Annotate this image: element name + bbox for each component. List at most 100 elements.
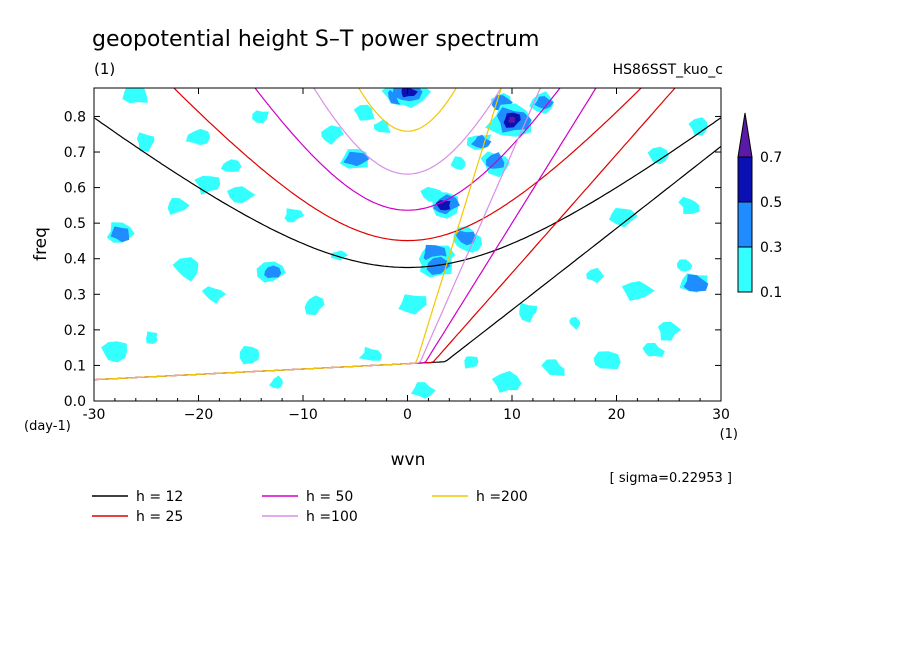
contour-blob [471, 134, 492, 149]
curve-12-ig [94, 117, 721, 269]
x-tick-label: −10 [288, 407, 318, 423]
y-tick-label: 0.4 [64, 252, 86, 268]
contour-blob [491, 370, 522, 393]
y-unit-label: (day-1) [24, 419, 71, 434]
y-tick-label: 0.7 [64, 145, 86, 161]
contour-blob [353, 104, 375, 121]
x-tick-label: 0 [403, 407, 412, 423]
contour-blob [569, 316, 581, 330]
contour-blob [683, 274, 709, 292]
contour-blob [185, 128, 211, 146]
curve-25-ig [173, 88, 642, 242]
contour-blob [450, 156, 466, 171]
y-tick-label: 0.1 [64, 358, 86, 374]
contour-blob [678, 196, 700, 214]
curve-legend: h = 12 h = 25 h = 50 h =100 h =200 [92, 489, 528, 525]
sigma-note: [ sigma=0.22953 ] [610, 471, 732, 486]
x-tick-label: 10 [503, 407, 521, 423]
contour-blob [284, 208, 305, 223]
y-axis-label: freq [31, 227, 51, 261]
curve-25-kelvin [94, 88, 676, 381]
contour-blob [136, 132, 155, 152]
contour-blob [110, 226, 130, 243]
curve-100-kelvin [94, 88, 541, 381]
contour-blob [688, 117, 708, 136]
contour-fill-layer [101, 88, 709, 399]
legend-label: h = 12 [136, 489, 183, 505]
x-tick-label: -30 [83, 407, 106, 423]
contour-blob [657, 321, 682, 341]
y-tick-label: 0.8 [64, 109, 86, 125]
contour-blob [101, 341, 128, 363]
legend-label: h = 50 [306, 489, 353, 505]
contour-blob [220, 159, 242, 172]
contour-blob [264, 265, 282, 279]
colorbar: 0.1 0.3 0.5 0.7 [737, 112, 782, 301]
y-tick-label: 0.6 [64, 181, 86, 197]
contour-blob [145, 331, 158, 344]
contour-blob [201, 286, 227, 304]
curve-50-kelvin [94, 88, 597, 381]
y-tick-label: 0.2 [64, 323, 86, 339]
contour-blob [252, 110, 269, 124]
contour-blob [593, 351, 621, 370]
contour-blob [411, 382, 436, 399]
chart-subtitle-left: (1) [94, 60, 115, 78]
contour-blob [647, 146, 669, 165]
contour-blob [373, 119, 391, 133]
contour-blob [401, 88, 418, 98]
legend-label: h =200 [476, 489, 528, 505]
colorbar-label: 0.1 [760, 285, 782, 301]
x-tick-label: 30 [712, 407, 730, 423]
chart-subtitle-right: HS86SST_kuo_c [613, 62, 723, 78]
x-tick-label: −20 [184, 407, 214, 423]
contour-blob [172, 257, 199, 282]
contour-blob [269, 375, 283, 389]
legend-label: h = 25 [136, 509, 183, 525]
contour-blob [330, 250, 349, 261]
curve-50-ig [254, 88, 561, 211]
x-unit-label: (1) [720, 427, 738, 442]
x-axis: -30 −20 −10 0 10 20 30 [83, 88, 730, 423]
contour-blob [507, 116, 516, 123]
contour-blob [621, 281, 655, 301]
colorbar-arrow [737, 112, 753, 158]
legend-label: h =100 [306, 509, 358, 525]
colorbar-label: 0.5 [760, 195, 782, 211]
contour-blob [609, 208, 638, 228]
colorbar-label: 0.3 [760, 240, 782, 256]
contour-blob [343, 151, 370, 167]
colorbar-box [737, 246, 753, 293]
contour-blob [676, 259, 693, 272]
contour-blob [642, 343, 665, 358]
contour-blob [398, 294, 427, 315]
curve-100-ig [313, 88, 502, 175]
contour-blob [541, 359, 565, 376]
curve-200-kelvin [94, 88, 502, 381]
contour-blob [122, 88, 148, 104]
contour-blob [227, 186, 256, 204]
curve-200-ig [358, 88, 457, 132]
colorbar-box [737, 156, 753, 203]
y-axis: 0.0 0.1 0.2 0.3 0.4 0.5 0.6 0.7 0.8 [64, 109, 721, 410]
contour-blob [534, 96, 554, 110]
y-tick-label: 0.5 [64, 216, 86, 232]
contour-blob [321, 125, 344, 145]
colorbar-label: 0.7 [760, 150, 782, 166]
contour-blob [167, 197, 190, 215]
colorbar-box [737, 201, 753, 248]
contour-blob [304, 295, 325, 316]
contour-blob [455, 230, 476, 246]
y-tick-label: 0.3 [64, 287, 86, 303]
y-tick-label: 0.0 [64, 394, 86, 410]
contour-blob [486, 152, 505, 169]
contour-blob [194, 175, 221, 195]
contour-blob [586, 267, 605, 284]
dispersion-curve-layer [94, 88, 721, 381]
x-tick-label: 20 [608, 407, 626, 423]
chart-title: geopotential height S–T power spectrum [92, 27, 539, 52]
x-axis-label: wvn [391, 450, 426, 470]
contour-blob [464, 356, 479, 369]
contour-blob [239, 345, 260, 365]
